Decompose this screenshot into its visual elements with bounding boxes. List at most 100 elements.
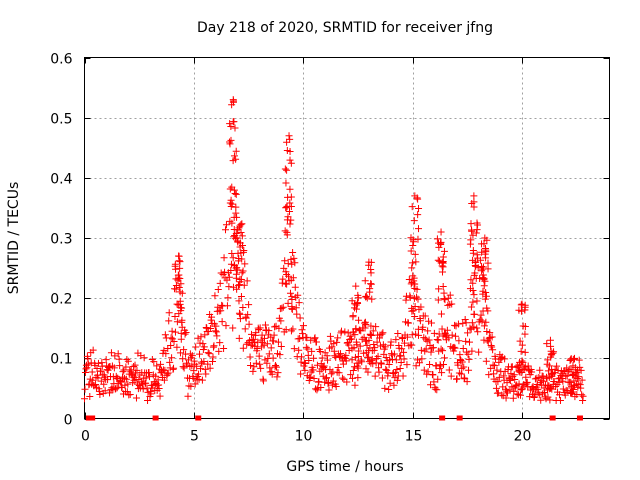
- data-point: [317, 383, 325, 391]
- data-point: [198, 376, 206, 384]
- data-point: [286, 185, 294, 193]
- data-point: [377, 360, 385, 368]
- data-point: [381, 343, 389, 351]
- data-point: [235, 334, 243, 342]
- data-point: [252, 329, 260, 337]
- x-tick-label: 20: [514, 429, 532, 445]
- data-point: [140, 354, 148, 362]
- data-point: [265, 350, 273, 358]
- data-point: [452, 332, 460, 340]
- data-point: [328, 381, 336, 389]
- data-point: [400, 348, 408, 356]
- data-point: [343, 378, 351, 386]
- data-point: [227, 123, 235, 131]
- data-point: [288, 296, 296, 304]
- data-point: [461, 315, 469, 323]
- data-point: [157, 360, 165, 368]
- data-point: [276, 351, 284, 359]
- data-point: [195, 375, 203, 383]
- data-point: [361, 318, 369, 326]
- data-point: [208, 313, 216, 321]
- data-point: [273, 363, 281, 371]
- data-point: [337, 327, 345, 335]
- data-point: [437, 310, 445, 318]
- data-point: [288, 260, 296, 268]
- data-point: [289, 248, 297, 256]
- data-point: [112, 385, 120, 393]
- data-point: [337, 350, 345, 358]
- data-point: [411, 250, 419, 258]
- data-point: [426, 361, 434, 369]
- data-point: [392, 336, 400, 344]
- y-tick-label: 0.4: [50, 172, 72, 188]
- data-point: [107, 349, 115, 357]
- data-point: [174, 301, 182, 309]
- data-point: [250, 363, 258, 371]
- data-point: [375, 368, 383, 376]
- data-point: [482, 288, 490, 296]
- data-point: [411, 192, 419, 200]
- data-point: [144, 396, 152, 404]
- data-point: [236, 222, 244, 230]
- data-point: [83, 364, 91, 372]
- data-point: [239, 248, 247, 256]
- data-point: [175, 252, 183, 260]
- data-point: [360, 333, 368, 341]
- data-point: [291, 259, 299, 267]
- data-point: [173, 318, 181, 326]
- data-point: [220, 254, 228, 262]
- data-point: [312, 338, 320, 346]
- data-point: [290, 254, 298, 262]
- data-point: [567, 378, 575, 386]
- data-point: [263, 340, 271, 348]
- data-point: [367, 280, 375, 288]
- data-point: [390, 381, 398, 389]
- data-point: [228, 183, 236, 191]
- data-point: [479, 307, 487, 315]
- data-point: [482, 357, 490, 365]
- data-point: [468, 319, 476, 327]
- data-point: [341, 328, 349, 336]
- data-point: [477, 311, 485, 319]
- data-point: [378, 330, 386, 338]
- data-point: [295, 346, 303, 354]
- data-point: [373, 338, 381, 346]
- data-point: [227, 196, 235, 204]
- data-point: [106, 389, 114, 397]
- data-point: [439, 268, 447, 276]
- data-point: [450, 343, 458, 351]
- data-point: [255, 352, 263, 360]
- data-point: [260, 334, 268, 342]
- data-point: [275, 324, 283, 332]
- data-point: [291, 283, 299, 291]
- data-point: [286, 199, 294, 207]
- data-point: [320, 362, 328, 370]
- data-point: [244, 311, 252, 319]
- data-point: [371, 372, 379, 380]
- data-point: [414, 331, 422, 339]
- data-point: [191, 380, 199, 388]
- data-point: [543, 360, 551, 368]
- data-point: [286, 220, 294, 228]
- data-point: [238, 232, 246, 240]
- data-point: [462, 319, 470, 327]
- data-point: [247, 361, 255, 369]
- baseline-marker: [152, 415, 159, 421]
- data-point: [272, 361, 280, 369]
- data-point: [407, 247, 415, 255]
- data-point: [241, 260, 249, 268]
- data-point: [469, 287, 477, 295]
- data-point: [232, 203, 240, 211]
- data-point: [342, 357, 350, 365]
- data-point: [130, 363, 138, 371]
- data-point: [418, 355, 426, 363]
- data-point: [179, 355, 187, 363]
- data-point: [226, 120, 234, 128]
- data-point: [101, 387, 109, 395]
- data-point: [229, 254, 237, 262]
- data-point: [243, 340, 251, 348]
- data-point: [281, 257, 289, 265]
- data-point: [163, 370, 171, 378]
- data-point: [335, 369, 343, 377]
